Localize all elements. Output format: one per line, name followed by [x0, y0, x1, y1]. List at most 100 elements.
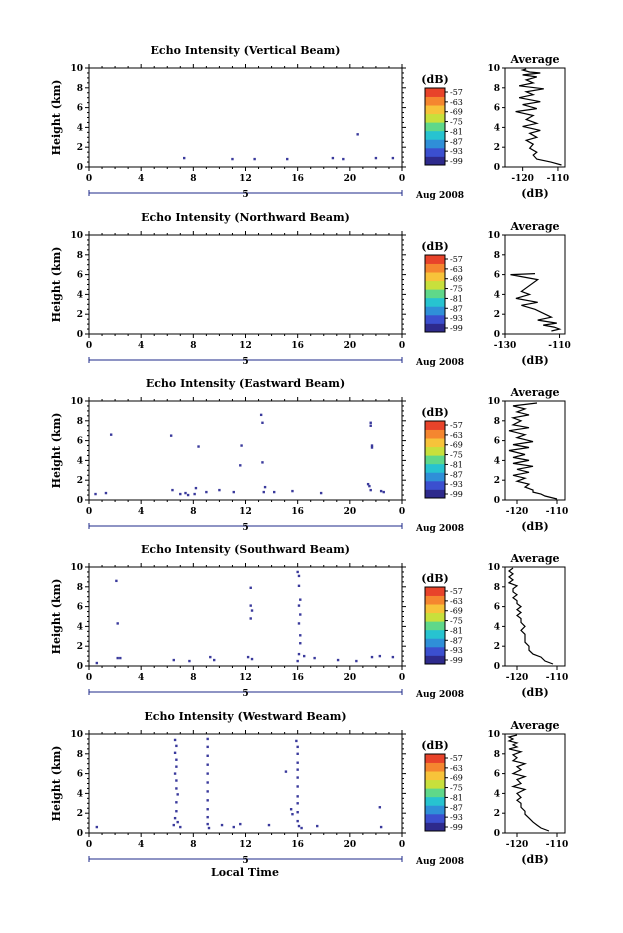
panel-5-colorbar-frame — [424, 753, 446, 832]
panel-2-profile-xlabel: (dB) — [521, 354, 548, 367]
panel-1-ytick-label: 10 — [70, 64, 83, 74]
panel-5-echo-point — [316, 824, 319, 828]
panel-3-title: Echo Intensity (Eastward Beam) — [146, 377, 345, 390]
panel-4-echo-point — [249, 604, 252, 607]
panel-1-colorbar-label: -57 — [450, 88, 463, 97]
panel-4-colorbar-label: -87 — [450, 636, 463, 645]
panel-3-colorbar-label: -75 — [450, 451, 463, 460]
panel-3-echo-point — [94, 492, 97, 496]
panel-1-colorbar-swatch — [425, 139, 445, 149]
panel-2-ytick-label: 0 — [77, 330, 83, 340]
panel-4-echo-point — [116, 656, 119, 660]
panel-4-ytick-label: 0 — [77, 662, 83, 672]
panel-5-echo-point — [296, 752, 299, 755]
panel-5-echo-point — [206, 822, 209, 826]
panel-3-colorbar-label: -69 — [450, 441, 463, 450]
panel-1-echo-point — [231, 157, 234, 161]
panel-5-colorbar-unit: (dB) — [421, 739, 448, 752]
panel-4-profile-ytick-label: 0 — [494, 662, 500, 672]
panel-4-colorbar-unit: (dB) — [421, 572, 448, 585]
panel-4-echo-point — [302, 654, 306, 658]
panel-4-echo-point — [297, 604, 301, 607]
panel-5-echo-point — [220, 823, 224, 827]
panel-3-ytick-label: 4 — [77, 456, 83, 466]
panel-1-colorbar-swatch — [425, 156, 445, 166]
panel-5-echo-point — [297, 824, 301, 828]
panel-4-xtick-label: 8 — [190, 673, 196, 683]
panel-5-ytick-label: 6 — [77, 770, 83, 780]
panel-5-echo-point — [173, 751, 177, 755]
panel-4-profile-title: Average — [509, 552, 559, 565]
panel-5-echo-point — [206, 799, 209, 802]
panel-3-colorbar-swatch — [425, 480, 445, 490]
panel-5-colorbar-label: -93 — [450, 813, 463, 822]
panel-3-echo-point — [261, 421, 264, 424]
panel-1-colorbar-label: -69 — [450, 108, 463, 117]
panel-3-echo-point — [291, 489, 294, 493]
panel-5-echo-point — [176, 793, 179, 796]
panel-3-echo-point — [262, 490, 265, 494]
panel-3-profile-xtick-label: -110 — [546, 507, 569, 517]
panel-2-xtick-label: 0 — [86, 341, 92, 351]
panel-2-colorbar-swatch — [425, 255, 445, 264]
panel-5-xtick-label: 0 — [399, 840, 405, 850]
panel-1-date-label: Aug 2008 — [415, 191, 464, 201]
panel-4-profile-ytick-label: 4 — [494, 622, 500, 632]
footer-x-label: Local Time — [211, 866, 279, 879]
panel-5-ytick-label: 2 — [77, 809, 83, 819]
panel-5-echo-point — [296, 811, 299, 814]
panel-3-profile-xlabel: (dB) — [521, 520, 548, 533]
panel-1-echo-point — [391, 156, 395, 160]
panel-3-profile-ytick-label: 4 — [494, 456, 500, 466]
panel-5-colorbar-label: -63 — [450, 764, 463, 773]
panel-1-xtick-label: 8 — [190, 174, 196, 184]
panel-1-profile-frame — [504, 67, 566, 168]
panel-4-profile-ytick-label: 6 — [494, 603, 500, 613]
panel-3-echo-point — [319, 491, 323, 495]
panel-3-colorbar-label: -87 — [450, 470, 463, 479]
panel-4-colorbar-label: -69 — [450, 607, 463, 616]
panel-4-ytick-label: 4 — [77, 622, 83, 632]
panel-1-profile-ytick-label: 8 — [494, 84, 500, 94]
panel-1-day-label: 5 — [242, 190, 248, 200]
panel-4-profile-ytick-label: 8 — [494, 583, 500, 593]
panel-2-colorbar-swatch — [425, 297, 445, 307]
panel-1-profile-xtick-label: -110 — [547, 174, 570, 184]
panel-2-day-label: 5 — [242, 357, 248, 367]
panel-4-echo-point — [249, 586, 252, 589]
panel-5-echo-point — [300, 826, 303, 830]
panel-2-profile-line — [510, 273, 562, 332]
panel-1-echo-point — [356, 133, 359, 136]
panel-3-colorbar-label: -99 — [450, 490, 463, 499]
panel-4-colorbar-swatch — [425, 612, 445, 622]
panel-1-profile-ytick-label: 2 — [494, 143, 500, 153]
panel-4-colorbar-label: -81 — [450, 626, 463, 635]
panel-4-title: Echo Intensity (Southward Beam) — [141, 543, 350, 556]
panel-3-profile-ytick-label: 10 — [487, 397, 500, 407]
panel-1-ytick-label: 4 — [77, 123, 83, 133]
panel-5-echo-point — [296, 802, 299, 805]
panel-2-ytick-label: 2 — [77, 310, 83, 320]
panel-1-colorbar-label: -63 — [450, 98, 463, 107]
panel-4-echo-point — [297, 652, 301, 656]
panel-4-echo-point — [378, 654, 382, 658]
panel-5-echo-point — [175, 744, 178, 748]
panel-5-echo-point — [296, 795, 299, 798]
panel-5-echo-point — [296, 776, 299, 779]
panel-1-title: Echo Intensity (Vertical Beam) — [150, 44, 340, 57]
panel-3-echo-point — [193, 492, 196, 496]
panel-5-echo-point — [175, 801, 178, 804]
panel-5-title: Echo Intensity (Westward Beam) — [144, 710, 346, 723]
panel-3-echo-point — [382, 490, 385, 494]
panel-5-profile-title: Average — [509, 719, 559, 732]
panel-5-echo-point — [173, 738, 177, 742]
panel-5-colorbar-label: -69 — [450, 774, 463, 783]
panel-4-echo-point — [296, 659, 299, 663]
panel-2-colorbar-frame — [424, 254, 446, 333]
panel-1-xtick-label: 20 — [344, 174, 357, 184]
panel-4-echo-point — [336, 658, 340, 662]
panel-4-echo-point — [297, 584, 301, 588]
panel-4-colorbar-swatch — [425, 595, 445, 605]
panel-1-echo-point — [342, 157, 345, 161]
panel-3-echo-point — [379, 489, 383, 493]
